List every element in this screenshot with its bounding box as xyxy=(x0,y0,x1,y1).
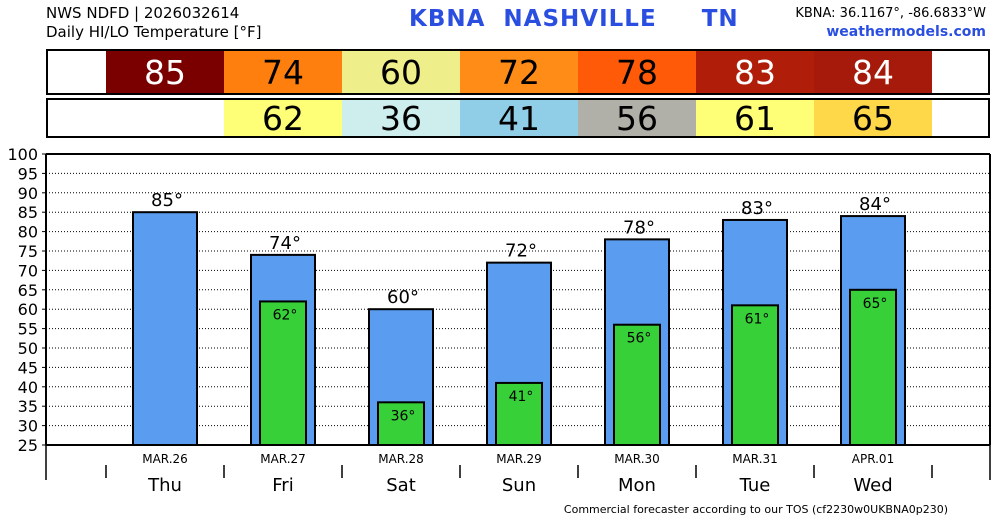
low-temp-cell: 61 xyxy=(696,99,814,138)
y-tick-label: 25 xyxy=(18,436,38,455)
y-tick-label: 30 xyxy=(18,417,38,436)
low-temp-label: 62° xyxy=(273,307,298,323)
low-temp-label: 41° xyxy=(509,389,534,405)
y-tick-label: 55 xyxy=(18,320,38,339)
day-label: Wed xyxy=(853,475,892,496)
y-tick-label: 65 xyxy=(18,281,38,300)
y-tick-label: 70 xyxy=(18,261,38,280)
high-temp-cell: 78 xyxy=(578,51,696,93)
high-temp-cell: 60 xyxy=(342,51,460,93)
day-label: Thu xyxy=(147,475,182,496)
date-label: MAR.30 xyxy=(614,452,660,466)
y-tick-label: 80 xyxy=(18,223,38,242)
high-temp-label: 60° xyxy=(387,287,419,308)
state-code: TN xyxy=(701,6,739,32)
y-tick-label: 75 xyxy=(18,242,38,261)
day-label: Fri xyxy=(272,475,293,496)
high-temp-cell: 84 xyxy=(814,51,932,93)
y-tick-label: 85 xyxy=(18,203,38,222)
day-label: Sun xyxy=(502,475,536,496)
date-label: MAR.27 xyxy=(260,452,306,466)
y-tick-label: 50 xyxy=(18,339,38,358)
footer-note: Commercial forecaster according to our T… xyxy=(563,503,948,516)
variable-line: Daily HI/LO Temperature [°F] xyxy=(46,23,262,41)
high-temp-cell: 72 xyxy=(460,51,578,93)
high-temp-label: 72° xyxy=(505,241,537,262)
site-link[interactable]: weathermodels.com xyxy=(826,24,986,40)
high-temp-label: 78° xyxy=(623,217,655,238)
low-temp-bar xyxy=(613,323,661,446)
date-label: APR.01 xyxy=(852,452,894,466)
day-label: Mon xyxy=(618,475,656,496)
y-tick-label: 95 xyxy=(18,164,38,183)
date-label: MAR.29 xyxy=(496,452,542,466)
high-temp-cell: 83 xyxy=(696,51,814,93)
day-label: Sat xyxy=(386,475,416,496)
low-temp-cell: 41 xyxy=(460,99,578,138)
high-temp-strip: 85 74 60 72 78 83 84 xyxy=(46,49,990,95)
y-tick-label: 100 xyxy=(7,145,38,164)
header-right: KBNA: 36.1167°, -86.6833°W weathermodels… xyxy=(795,4,986,42)
coords-label: KBNA: 36.1167°, -86.6833°W xyxy=(795,6,986,21)
low-temp-cell: 65 xyxy=(814,99,932,138)
low-temp-cell: 36 xyxy=(342,99,460,138)
date-label: MAR.26 xyxy=(142,452,188,466)
day-label: Tue xyxy=(739,475,771,496)
low-temp-label: 56° xyxy=(627,331,652,347)
high-temp-cell: 74 xyxy=(224,51,342,93)
y-tick-label: 40 xyxy=(18,378,38,397)
y-tick-label: 60 xyxy=(18,300,38,319)
high-temp-label: 84° xyxy=(859,194,891,215)
high-temp-label: 74° xyxy=(269,233,301,254)
date-label: MAR.28 xyxy=(378,452,424,466)
station-id: KBNA xyxy=(409,6,486,32)
y-tick-label: 90 xyxy=(18,184,38,203)
product-line: NWS NDFD | 2026032614 xyxy=(46,4,240,22)
low-temp-cell: 62 xyxy=(224,99,342,138)
low-temp-bar xyxy=(731,304,779,446)
station-title: KBNA NASHVILLE TN xyxy=(409,6,739,32)
high-temp-label: 85° xyxy=(151,190,183,211)
date-label: MAR.31 xyxy=(732,452,778,466)
high-temp-label: 83° xyxy=(741,198,773,219)
city-name: NASHVILLE xyxy=(503,6,657,32)
high-temp-cell: 85 xyxy=(106,51,224,93)
low-temp-strip: 62 36 41 56 61 65 xyxy=(46,98,990,138)
high-temp-bar xyxy=(132,211,198,446)
y-tick-label: 35 xyxy=(18,397,38,416)
header-left: NWS NDFD | 2026032614 Daily HI/LO Temper… xyxy=(46,4,262,42)
low-temp-bar xyxy=(849,288,897,446)
y-tick-label: 45 xyxy=(18,358,38,377)
low-temp-bar xyxy=(259,300,307,446)
low-temp-label: 65° xyxy=(863,296,888,312)
low-temp-label: 61° xyxy=(745,311,770,327)
low-temp-bar xyxy=(495,381,543,446)
low-temp-label: 36° xyxy=(391,408,416,424)
low-temp-cell: 56 xyxy=(578,99,696,138)
